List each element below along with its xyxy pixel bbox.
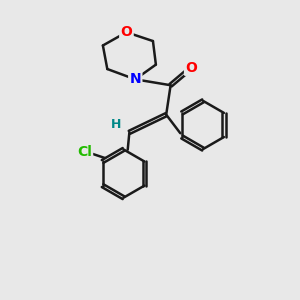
- Text: Cl: Cl: [77, 145, 92, 159]
- Text: N: N: [130, 72, 141, 86]
- Text: H: H: [111, 118, 121, 131]
- Text: O: O: [121, 25, 132, 39]
- Text: O: O: [185, 61, 197, 75]
